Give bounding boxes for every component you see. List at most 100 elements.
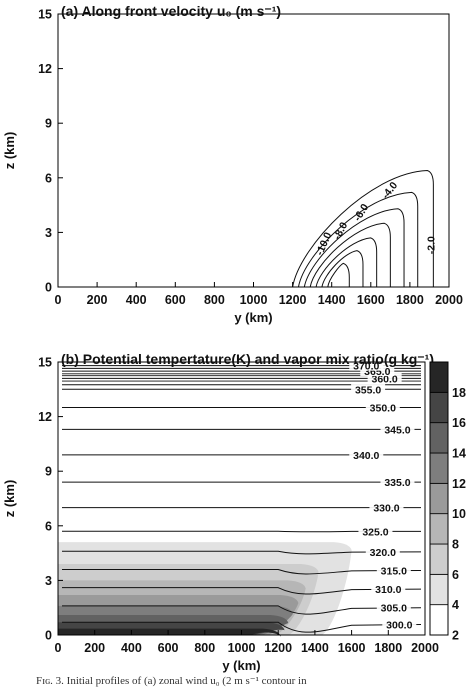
contour-label-bg	[380, 423, 415, 435]
panel-a-x-axis-label: y (km)	[234, 310, 272, 325]
contour-label-bg	[369, 501, 404, 513]
contour-line	[309, 222, 391, 288]
contour-label: -4.0	[380, 180, 401, 202]
contour-label: 360.0	[371, 373, 397, 385]
panel-a-x-tick-label: 2000	[435, 293, 463, 307]
panel-a-x-tick-label: 200	[87, 293, 108, 307]
contour-label: 325.0	[362, 526, 388, 538]
colorbar-segment	[429, 482, 449, 515]
panel-a-x-tick-label: 800	[204, 293, 225, 307]
contour-label-bg	[358, 525, 393, 537]
colorbar-tick-label: 4	[452, 598, 459, 612]
panel-a-x-tick-label: 1800	[396, 293, 424, 307]
contour-label: 320.0	[370, 547, 396, 559]
panel-a-x-tick-label: 1400	[318, 293, 346, 307]
contour-label: -8.0	[331, 220, 350, 242]
panel-b-x-tick-label: 800	[194, 641, 215, 655]
panel-a-x-tick-label: 1000	[240, 293, 268, 307]
contour-label: 310.0	[375, 584, 401, 596]
contour-line	[303, 208, 405, 288]
panel-b-x-tick-label: 0	[55, 641, 62, 655]
contour-label-bg	[376, 564, 411, 576]
panel-b-x-tick-label: 1800	[374, 641, 402, 655]
panel-b-x-tick-label: 1600	[338, 641, 366, 655]
colorbar-tick-label: 16	[452, 416, 466, 430]
colorbar-segment	[429, 391, 449, 424]
contour-line	[292, 170, 434, 288]
contour-label: 355.0	[355, 384, 381, 396]
figure-caption: Fɪɢ. 3. Initial profiles of (a) zonal wi…	[36, 675, 307, 687]
contour-label: 345.0	[384, 424, 410, 436]
colorbar-segment	[429, 573, 449, 606]
colorbar-segment	[429, 422, 449, 454]
panel-a-y-tick-label: 6	[45, 171, 52, 185]
contour-label: 340.0	[353, 450, 379, 462]
panel-b-x-tick-label: 1400	[301, 641, 329, 655]
panel-a-y-tick-label: 15	[38, 8, 52, 22]
contour-label-bg	[365, 545, 400, 557]
colorbar-tick-label: 6	[452, 568, 459, 582]
theta-contour-line	[62, 605, 422, 615]
colorbar-tick-label: 14	[452, 447, 466, 461]
colorbar-segment	[429, 361, 449, 393]
panel-a-y-axis-label: z (km)	[2, 132, 17, 170]
panel-b-title: (b) Potential tempertature(K) and vapor …	[61, 351, 434, 367]
panel-a-y-tick-label: 12	[38, 62, 52, 76]
colorbar-segment	[429, 543, 449, 575]
contour-line	[315, 237, 378, 288]
contour-label: 315.0	[381, 565, 407, 577]
panel-a-x-tick-label: 0	[55, 293, 62, 307]
panel-a-y-tick-label: 9	[45, 117, 52, 131]
panel-b-x-tick-label: 400	[121, 641, 142, 655]
contour-label-bg	[382, 618, 417, 630]
contour-label-bg	[349, 359, 384, 371]
contour-label: 350.0	[370, 403, 396, 415]
contour-label-bg	[351, 383, 386, 395]
panel-a-title: (a) Along front velocity u₀ (m s⁻¹)	[61, 3, 281, 19]
colorbar-segment	[429, 452, 449, 484]
contour-label: 335.0	[384, 477, 410, 489]
theta-contour-line	[62, 587, 422, 595]
panel-b-x-tick-label: 600	[158, 641, 179, 655]
panel-a-x-tick-label: 1200	[279, 293, 307, 307]
panel-b-y-tick-label: 6	[45, 519, 52, 533]
panel-b-x-tick-label: 2000	[411, 641, 439, 655]
colorbar-segment	[429, 513, 449, 545]
panel-b-y-tick-label: 0	[45, 629, 52, 643]
colorbar-frame	[429, 361, 449, 636]
colorbar-tick-label: 18	[452, 386, 466, 400]
contour-label: -6.0	[352, 202, 372, 224]
colorbar-segment	[429, 604, 449, 636]
panel-b-x-tick-label: 200	[84, 641, 105, 655]
contour-label: 330.0	[373, 503, 399, 515]
contour-label-bg	[349, 448, 384, 460]
contour-label: 305.0	[381, 603, 407, 615]
colorbar-tick-label: 12	[452, 477, 466, 491]
panel-a-y-tick-label: 0	[45, 281, 52, 295]
theta-contour-line	[62, 621, 422, 633]
panel-b-x-tick-label: 1200	[264, 641, 292, 655]
panel-b-y-tick-label: 9	[45, 465, 52, 479]
contour-label: 370.0	[353, 361, 379, 373]
contour-label: 300.0	[386, 619, 412, 631]
contour-label-bg	[367, 372, 402, 384]
panel-b-y-tick-label: 12	[38, 410, 52, 424]
contour-label: -2.0	[425, 236, 437, 254]
colorbar-tick-label: 2	[452, 629, 459, 643]
panel-b-x-axis-label: y (km)	[222, 658, 260, 673]
panel-a-x-tick-label: 400	[126, 293, 147, 307]
panel-a-x-tick-label: 1600	[357, 293, 385, 307]
contour-label-bg	[371, 583, 406, 595]
contour-label-bg	[376, 601, 411, 613]
theta-contour-line	[62, 568, 422, 575]
contour-label-bg	[365, 401, 400, 413]
contour-line	[297, 191, 419, 288]
panel-b-y-axis-label: z (km)	[2, 480, 17, 518]
panel-a-y-tick-label: 3	[45, 226, 52, 240]
colorbar-tick-label: 10	[452, 507, 466, 521]
panel-b: 300.0 305.0 310.0 315.0 320.0 325.0 330.0 335.0…	[2, 351, 466, 673]
panel-b-x-tick-label: 1000	[228, 641, 256, 655]
contour-line	[321, 250, 364, 288]
theta-contour-line	[62, 530, 422, 533]
